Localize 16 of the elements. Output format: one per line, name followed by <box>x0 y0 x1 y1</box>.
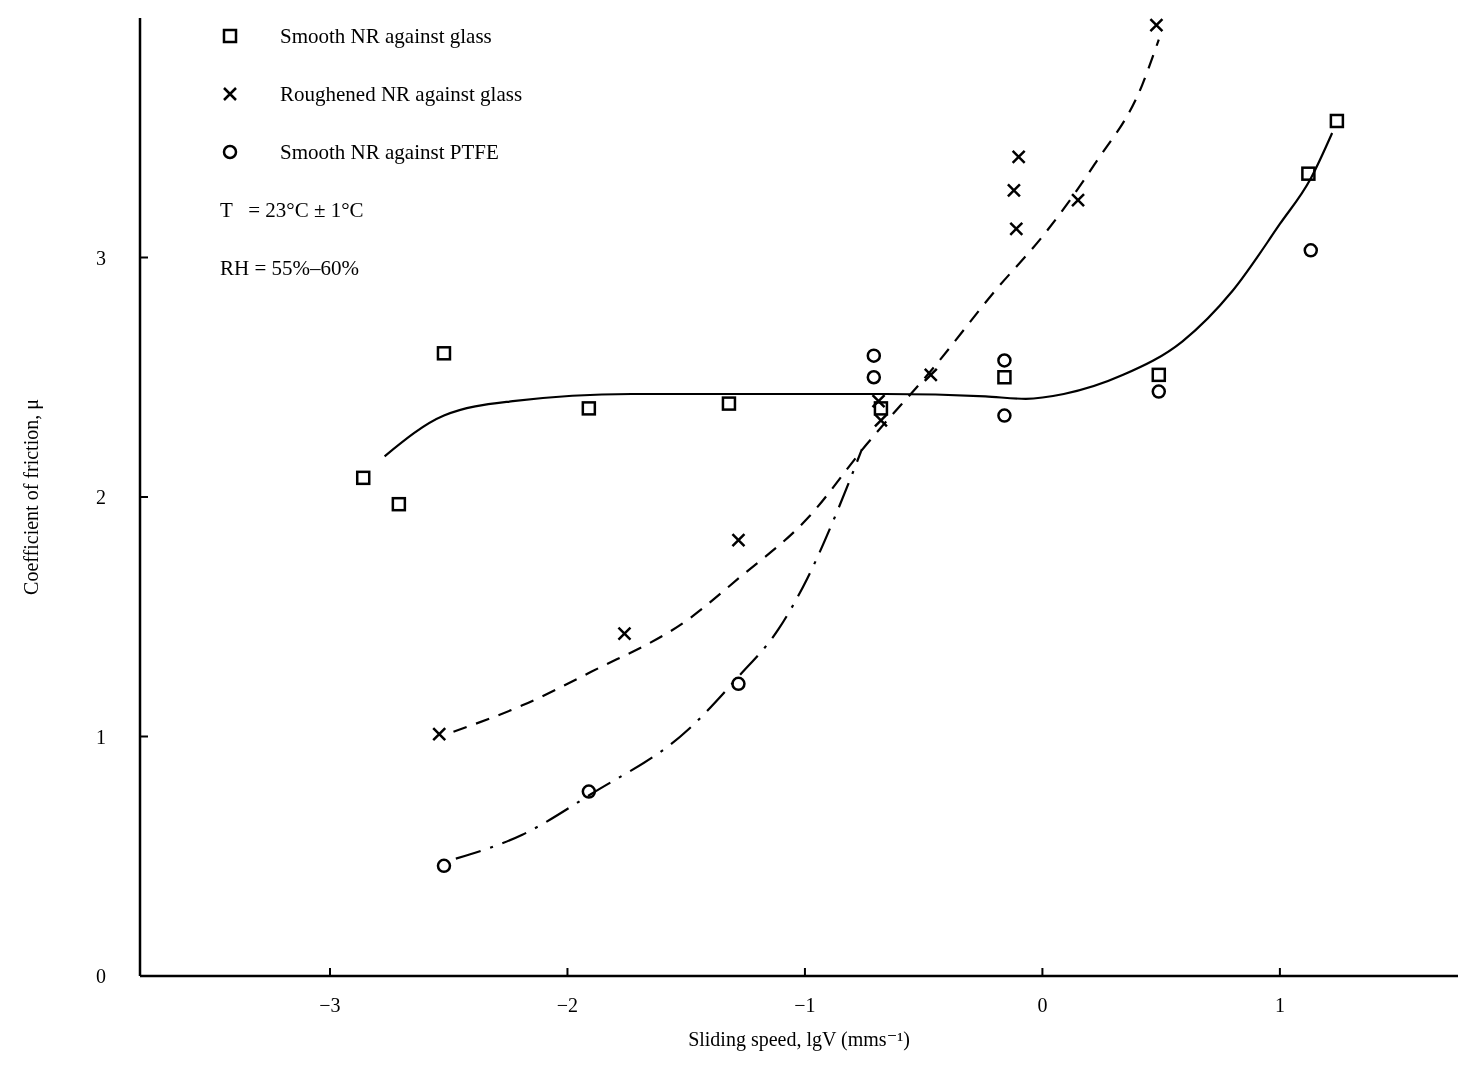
legend-label: Smooth NR against PTFE <box>280 140 499 164</box>
x-tick-label: −2 <box>556 994 579 1016</box>
y-tick-label: 0 <box>96 965 106 987</box>
x-tick-label: 0 <box>1037 994 1048 1016</box>
x-tick-label: −1 <box>794 994 816 1016</box>
x-tick-label: 1 <box>1274 994 1285 1016</box>
annotation: T = 23°C ± 1°C <box>220 198 364 222</box>
y-tick-label: 1 <box>96 725 106 748</box>
y-tick-label: 2 <box>96 486 106 508</box>
x-axis-title: Sliding speed, lgV (mms⁻¹) <box>688 1028 910 1051</box>
annotation: RH = 55%–60% <box>220 256 360 280</box>
legend-label: Smooth NR against glass <box>280 24 492 48</box>
x-tick-label: −3 <box>319 994 341 1016</box>
y-axis-title: Coefficient of friction, μ <box>20 399 43 595</box>
legend-label: Roughened NR against glass <box>280 82 523 106</box>
y-tick-label: 3 <box>96 246 106 269</box>
